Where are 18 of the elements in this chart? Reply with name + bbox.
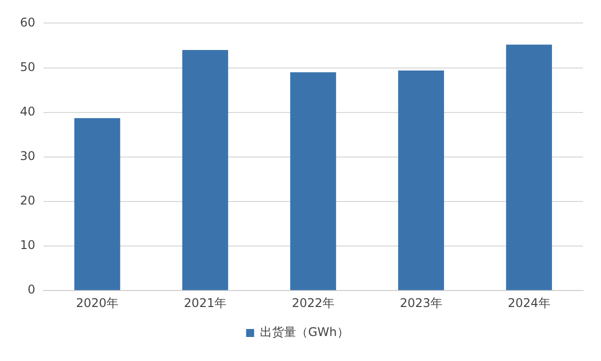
y-tick-label: 30 — [20, 149, 36, 164]
x-tick-label: 2024年 — [508, 296, 550, 310]
x-tick-label: 2023年 — [400, 296, 442, 310]
x-tick-label: 2022年 — [292, 296, 334, 310]
y-tick-label: 0 — [28, 282, 36, 297]
legend-label: 出货量（GWh） — [260, 325, 349, 340]
y-tick-label: 20 — [20, 194, 36, 208]
y-tick-label: 50 — [20, 60, 36, 74]
x-tick-label: 2021年 — [184, 296, 226, 310]
bar — [398, 70, 444, 290]
bar — [182, 50, 228, 290]
bar — [74, 118, 120, 290]
y-tick-label: 10 — [20, 238, 36, 252]
x-tick-label: 2020年 — [76, 296, 119, 310]
bar — [290, 72, 336, 290]
bar — [506, 44, 552, 290]
y-tick-label: 60 — [20, 15, 36, 30]
y-tick-label: 40 — [20, 104, 36, 118]
